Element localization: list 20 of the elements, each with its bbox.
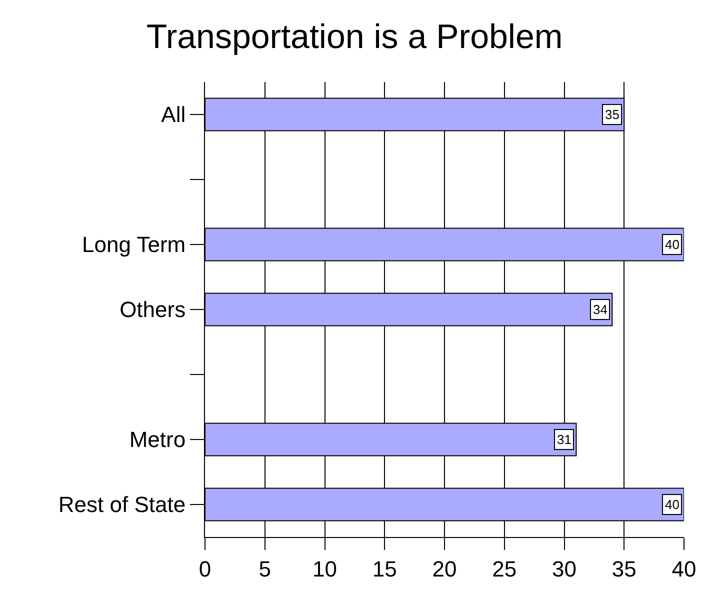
data-label: 40 <box>665 237 680 252</box>
data-label: 31 <box>557 432 572 447</box>
x-tick-label: 10 <box>312 556 337 582</box>
x-tick-label: 5 <box>258 556 272 582</box>
x-tick-label: 0 <box>198 556 212 582</box>
x-tick-label: 20 <box>432 556 457 582</box>
x-tick-label: 40 <box>672 556 696 582</box>
data-label: 35 <box>605 107 620 122</box>
data-label: 34 <box>593 302 608 317</box>
y-tick-label: Metro <box>129 427 186 452</box>
x-tick-label: 30 <box>552 556 576 582</box>
x-tick-label: 15 <box>372 556 397 582</box>
y-tick-label: Rest of State <box>58 492 186 518</box>
y-tick-label: All <box>161 102 186 128</box>
chart-title: Transportation is a Problem <box>146 18 563 56</box>
data-label: 40 <box>665 497 680 512</box>
x-tick-label: 35 <box>612 556 636 582</box>
y-tick-label: Others <box>120 297 186 322</box>
y-tick-label: Long Term <box>82 232 186 258</box>
x-tick-label: 25 <box>492 556 517 582</box>
